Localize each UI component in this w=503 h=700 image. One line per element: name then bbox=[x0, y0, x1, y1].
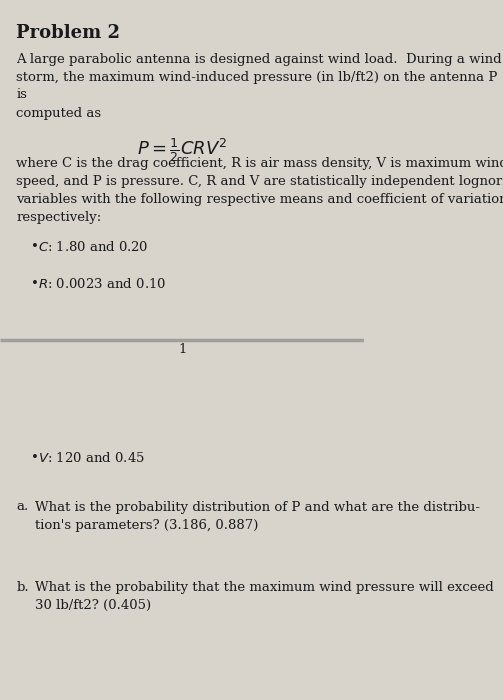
Text: a.: a. bbox=[17, 500, 29, 514]
Text: $C$: 1.80 and 0.20: $C$: 1.80 and 0.20 bbox=[38, 240, 149, 254]
Text: A large parabolic antenna is designed against wind load.  During a wind
storm, t: A large parabolic antenna is designed ag… bbox=[17, 52, 502, 120]
Text: •: • bbox=[31, 452, 39, 465]
Text: What is the probability distribution of P and what are the distribu-
tion's para: What is the probability distribution of … bbox=[35, 500, 479, 531]
Text: Problem 2: Problem 2 bbox=[17, 25, 120, 43]
Text: 1: 1 bbox=[178, 343, 186, 356]
Text: •: • bbox=[31, 276, 39, 290]
Text: What is the probability that the maximum wind pressure will exceed
30 lb/ft2? (0: What is the probability that the maximum… bbox=[35, 581, 493, 612]
Text: $P = \frac{1}{2}CRV^2$: $P = \frac{1}{2}CRV^2$ bbox=[137, 136, 227, 164]
Text: b.: b. bbox=[17, 581, 29, 594]
Text: $R$: 0.0023 and 0.10: $R$: 0.0023 and 0.10 bbox=[38, 276, 166, 290]
Text: where C is the drag coefficient, R is air mass density, V is maximum wind
speed,: where C is the drag coefficient, R is ai… bbox=[17, 158, 503, 225]
Text: $V$: 120 and 0.45: $V$: 120 and 0.45 bbox=[38, 452, 145, 466]
Text: •: • bbox=[31, 240, 39, 253]
FancyBboxPatch shape bbox=[0, 340, 364, 700]
